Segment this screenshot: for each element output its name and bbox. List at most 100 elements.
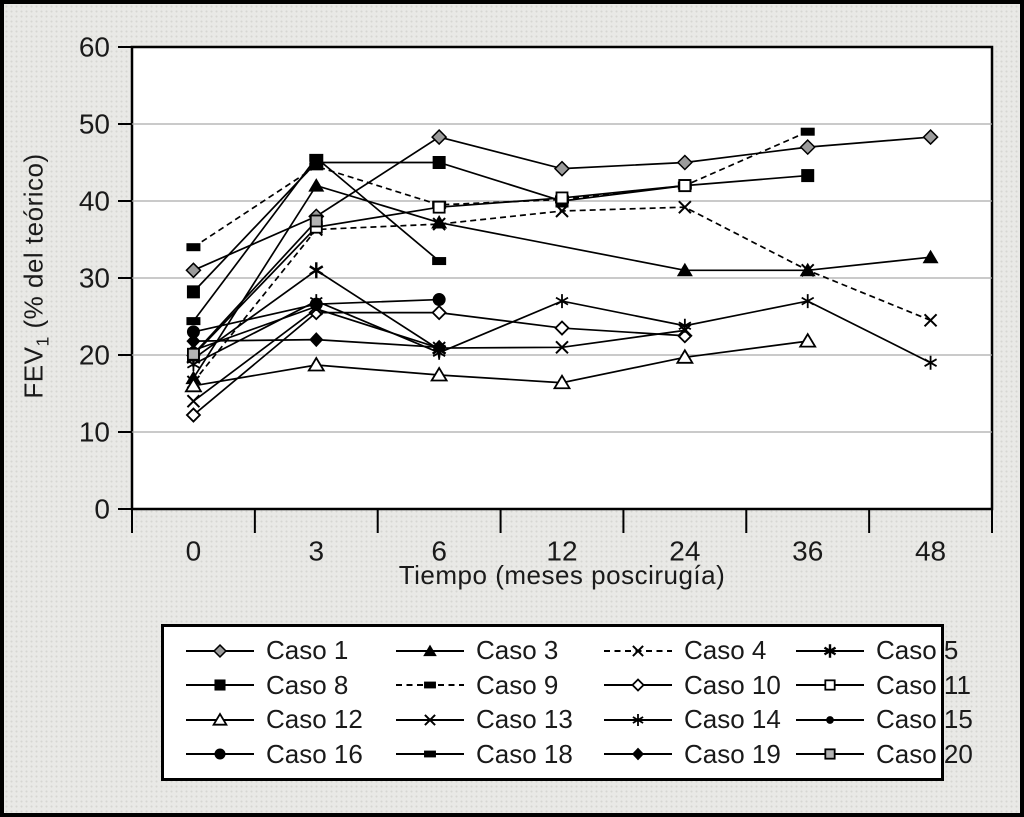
y-tick-label-50: 50 [79,109,110,140]
legend-item-caso-13: Caso 13 [394,704,602,735]
legend-item-caso-15: Caso 15 [794,704,973,735]
marker-caso-14 [678,318,692,333]
series-line-caso-15 [193,305,317,352]
marker-caso-20 [309,214,323,228]
marker-caso-12 [430,366,449,382]
marker-caso-11 [432,200,446,214]
marker-caso-4 [678,200,692,214]
marker-caso-11 [678,179,692,193]
legend-marker-caso-15 [826,715,834,724]
legend-label-caso-18: Caso 18 [476,738,573,769]
legend-marker-caso-12 [212,712,228,726]
legend-sample-caso-5 [796,643,864,658]
marker-caso-3 [922,249,939,264]
legend-sample-caso-14 [604,713,672,726]
marker-caso-9 [309,162,324,171]
legend-label-caso-20: Caso 20 [876,738,973,769]
legend-label-caso-11: Caso 11 [876,669,971,700]
marker-caso-4 [801,263,815,278]
series-line-caso-9 [192,130,809,248]
marker-caso-1 [922,129,939,146]
x-tick-label-36: 36 [792,536,823,567]
legend-marker-caso-8 [214,679,226,691]
legend-sample-caso-10 [604,678,672,692]
marker-caso-12 [184,377,203,393]
legend-item-caso-18: Caso 18 [394,739,602,769]
legend-label-caso-15: Caso 15 [876,704,973,735]
legend-sample-caso-18 [396,750,464,758]
x-tick-label-24: 24 [669,536,700,567]
legend-marker-caso-10 [631,678,645,692]
legend-marker-caso-1 [212,643,228,658]
legend-marker-caso-4 [632,644,644,657]
x-tick-label-3: 3 [308,536,324,567]
legend-item-caso-8: Caso 8 [184,670,394,700]
legend-marker-caso-16 [214,748,226,760]
marker-caso-18 [309,153,324,162]
marker-caso-1 [553,160,571,177]
marker-caso-18 [186,317,201,326]
marker-caso-13 [555,340,569,355]
marker-caso-10 [431,304,447,321]
legend-marker-caso-13 [424,713,436,726]
legend-sample-caso-1 [186,643,254,658]
legend-item-caso-11: Caso 11 [794,670,973,700]
y-tick-label-40: 40 [79,186,110,217]
marker-caso-10 [554,320,570,336]
x-tick-label-12: 12 [546,536,577,567]
legend-sample-caso-19 [604,748,672,761]
marker-caso-3 [676,262,693,277]
legend-marker-caso-19 [632,748,644,761]
marker-caso-14 [555,294,569,309]
series-line-caso-3 [192,184,931,379]
legend-label-caso-9: Caso 9 [476,669,559,700]
legend-item-caso-16: Caso 16 [184,739,394,769]
y-tick-label-0: 0 [94,494,110,525]
marker-caso-4 [923,313,938,328]
x-axis-title: Tiempo (meses poscirugía) [398,560,726,590]
legend-item-caso-12: Caso 12 [184,704,394,735]
legend-item-caso-5: Caso 5 [794,635,973,666]
marker-caso-20 [187,347,200,361]
marker-caso-12 [552,373,572,390]
legend-sample-caso-13 [396,713,464,726]
y-axis-title: FEV1 (% del teórico) [18,153,53,398]
marker-caso-9 [186,243,201,252]
legend-label-caso-10: Caso 10 [684,669,781,700]
legend-sample-caso-16 [186,748,254,760]
y-tick-label-20: 20 [79,340,110,371]
x-tick-label-6: 6 [431,536,447,567]
marker-caso-13 [186,394,201,408]
legend-marker-caso-20 [824,748,836,760]
legend-item-caso-9: Caso 9 [394,670,602,700]
marker-caso-1 [676,154,693,171]
legend-label-caso-14: Caso 14 [684,704,781,735]
legend-item-caso-3: Caso 3 [394,635,602,666]
legend-item-caso-10: Caso 10 [602,670,794,700]
legend-sample-caso-4 [604,644,672,657]
marker-caso-9 [800,127,815,136]
marker-caso-4 [432,217,446,231]
legend-marker-caso-11 [824,679,836,691]
marker-caso-1 [185,262,202,279]
legend-label-caso-4: Caso 4 [684,635,767,666]
marker-caso-1 [799,139,816,156]
legend-sample-caso-15 [796,715,864,724]
marker-caso-19 [432,339,447,355]
marker-caso-12 [675,348,694,364]
legend-sample-caso-3 [396,644,464,656]
marker-caso-16 [309,297,323,311]
y-axis-title-suffix: (% del teórico) [18,153,49,337]
marker-caso-5 [309,262,324,279]
marker-caso-16 [432,293,446,307]
legend-label-caso-3: Caso 3 [476,635,559,666]
marker-caso-3 [308,178,325,192]
x-tick-label-48: 48 [915,536,946,567]
marker-caso-14 [924,355,938,370]
legend-sample-caso-9 [396,681,464,689]
legend-label-caso-12: Caso 12 [266,704,363,735]
legend-marker-caso-18 [424,750,436,758]
legend-sample-caso-12 [186,712,254,726]
